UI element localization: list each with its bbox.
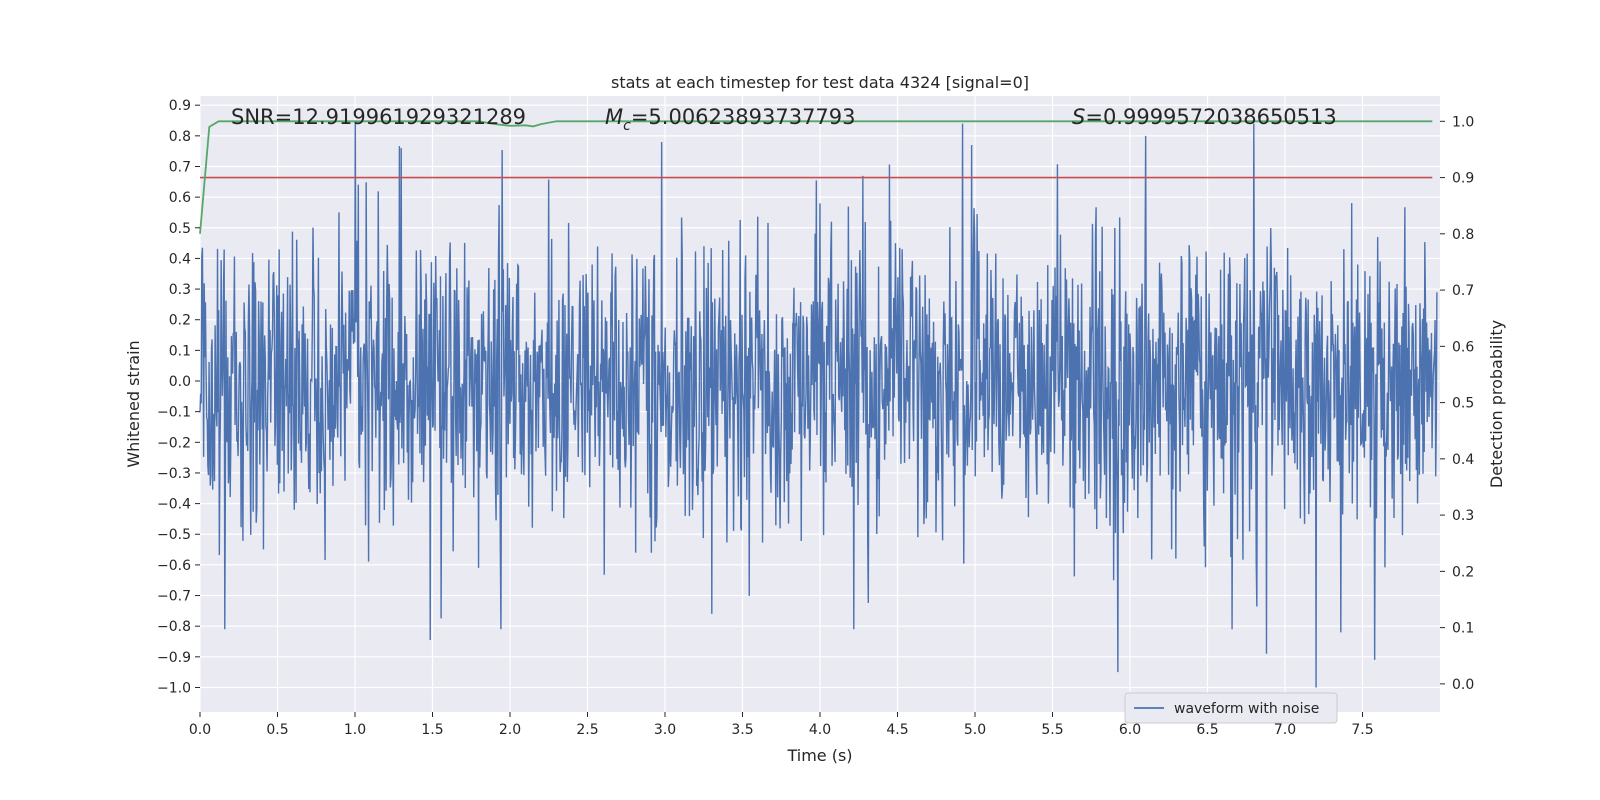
y-right-tick-label: 0.8 (1452, 227, 1474, 243)
y-right-tick-label: 0.6 (1452, 339, 1474, 355)
x-tick-label: 0.0 (189, 722, 211, 738)
y-right-tick-label: 0.5 (1452, 396, 1474, 412)
y-axis-right-ticks: 1.0 0.9 0.8 0.7 0.6 0.5 0.4 0.3 0.2 0.1 0.0 (1440, 114, 1474, 693)
y-right-tick-label: 0.2 (1452, 564, 1474, 580)
y-left-tick-label: 0.4 (169, 251, 191, 267)
snr-annotation: SNR=12.919961929321289 (231, 105, 526, 129)
y-right-tick-label: 1.0 (1452, 114, 1474, 130)
x-tick-label: 5.5 (1041, 722, 1063, 738)
y-axis-left-ticks: 0.9 0.8 0.7 0.6 0.5 0.4 0.3 0.2 0.1 0.0 −0.1 −0.2 −0… (157, 98, 200, 696)
y-right-tick-label: 0.1 (1452, 621, 1474, 637)
x-tick-label: 7.0 (1274, 722, 1296, 738)
x-axis-ticks: 0.0 0.5 1.0 1.5 2.0 2.5 3.0 3.5 4.0 4.5 5.0 5.5 6.0 6… (189, 712, 1374, 738)
x-tick-label: 3.0 (654, 722, 676, 738)
x-tick-label: 1.5 (421, 722, 443, 738)
y-left-tick-label: 0.5 (169, 221, 191, 237)
x-tick-label: 5.0 (964, 722, 986, 738)
y-left-tick-label: 0.8 (169, 129, 191, 145)
x-axis-label: Time (s) (786, 746, 852, 765)
y-left-tick-label: 0.3 (169, 282, 191, 298)
legend-label: waveform with noise (1174, 701, 1319, 717)
y-left-tick-label: −0.1 (157, 405, 191, 421)
y-left-tick-label: −0.8 (157, 619, 191, 635)
legend: waveform with noise (1124, 692, 1338, 724)
chart-title: stats at each timestep for test data 432… (611, 73, 1029, 92)
y-left-tick-label: −0.2 (157, 435, 191, 451)
x-tick-label: 4.5 (886, 722, 908, 738)
x-tick-label: 1.0 (344, 722, 366, 738)
waveform-trace (199, 120, 1438, 688)
y-left-tick-label: −0.7 (157, 589, 191, 605)
y-right-tick-label: 0.3 (1452, 508, 1474, 524)
y-left-tick-label: 0.2 (169, 313, 191, 329)
y-axis-left-label: Whitened strain (124, 340, 143, 467)
s-symbol: S (1072, 105, 1085, 129)
legend-box (1124, 692, 1338, 724)
y-left-tick-label: −0.5 (157, 527, 191, 543)
y-left-tick-label: −0.6 (157, 558, 191, 574)
x-tick-label: 6.0 (1119, 722, 1141, 738)
chirp-mass-symbol: M (605, 105, 623, 129)
y-right-tick-label: 0.4 (1452, 452, 1474, 468)
x-tick-label: 4.0 (809, 722, 831, 738)
y-left-tick-label: −0.3 (157, 466, 191, 482)
x-tick-label: 3.5 (731, 722, 753, 738)
s-annotation: S=0.9999572038650513 (1072, 105, 1337, 129)
y-right-tick-label: 0.7 (1452, 283, 1474, 299)
x-tick-label: 7.5 (1351, 722, 1373, 738)
y-right-tick-label: 0.9 (1452, 171, 1474, 187)
x-tick-label: 0.5 (266, 722, 288, 738)
waveform-series (199, 120, 1438, 688)
y-left-tick-label: −0.9 (157, 650, 191, 666)
chirp-mass-subscript: c (623, 118, 631, 134)
chirp-mass-annotation: Mc=5.00623893737793 (605, 105, 856, 134)
x-tick-label: 2.0 (499, 722, 521, 738)
y-left-tick-label: 0.7 (169, 159, 191, 175)
chirp-mass-value: =5.00623893737793 (631, 105, 856, 129)
y-left-tick-label: 0.1 (169, 343, 191, 359)
x-tick-label: 6.5 (1196, 722, 1218, 738)
y-left-tick-label: 0.0 (169, 374, 191, 390)
x-tick-label: 2.5 (576, 722, 598, 738)
s-value: =0.9999572038650513 (1085, 105, 1336, 129)
y-left-tick-label: −0.4 (157, 497, 191, 513)
y-left-tick-label: 0.6 (169, 190, 191, 206)
detection-probability-line (199, 120, 1433, 234)
y-left-tick-label: 0.9 (169, 98, 191, 114)
y-left-tick-label: −1.0 (157, 680, 191, 696)
y-right-tick-label: 0.0 (1452, 677, 1474, 693)
y-axis-right-label: Detection probability (1487, 320, 1506, 488)
